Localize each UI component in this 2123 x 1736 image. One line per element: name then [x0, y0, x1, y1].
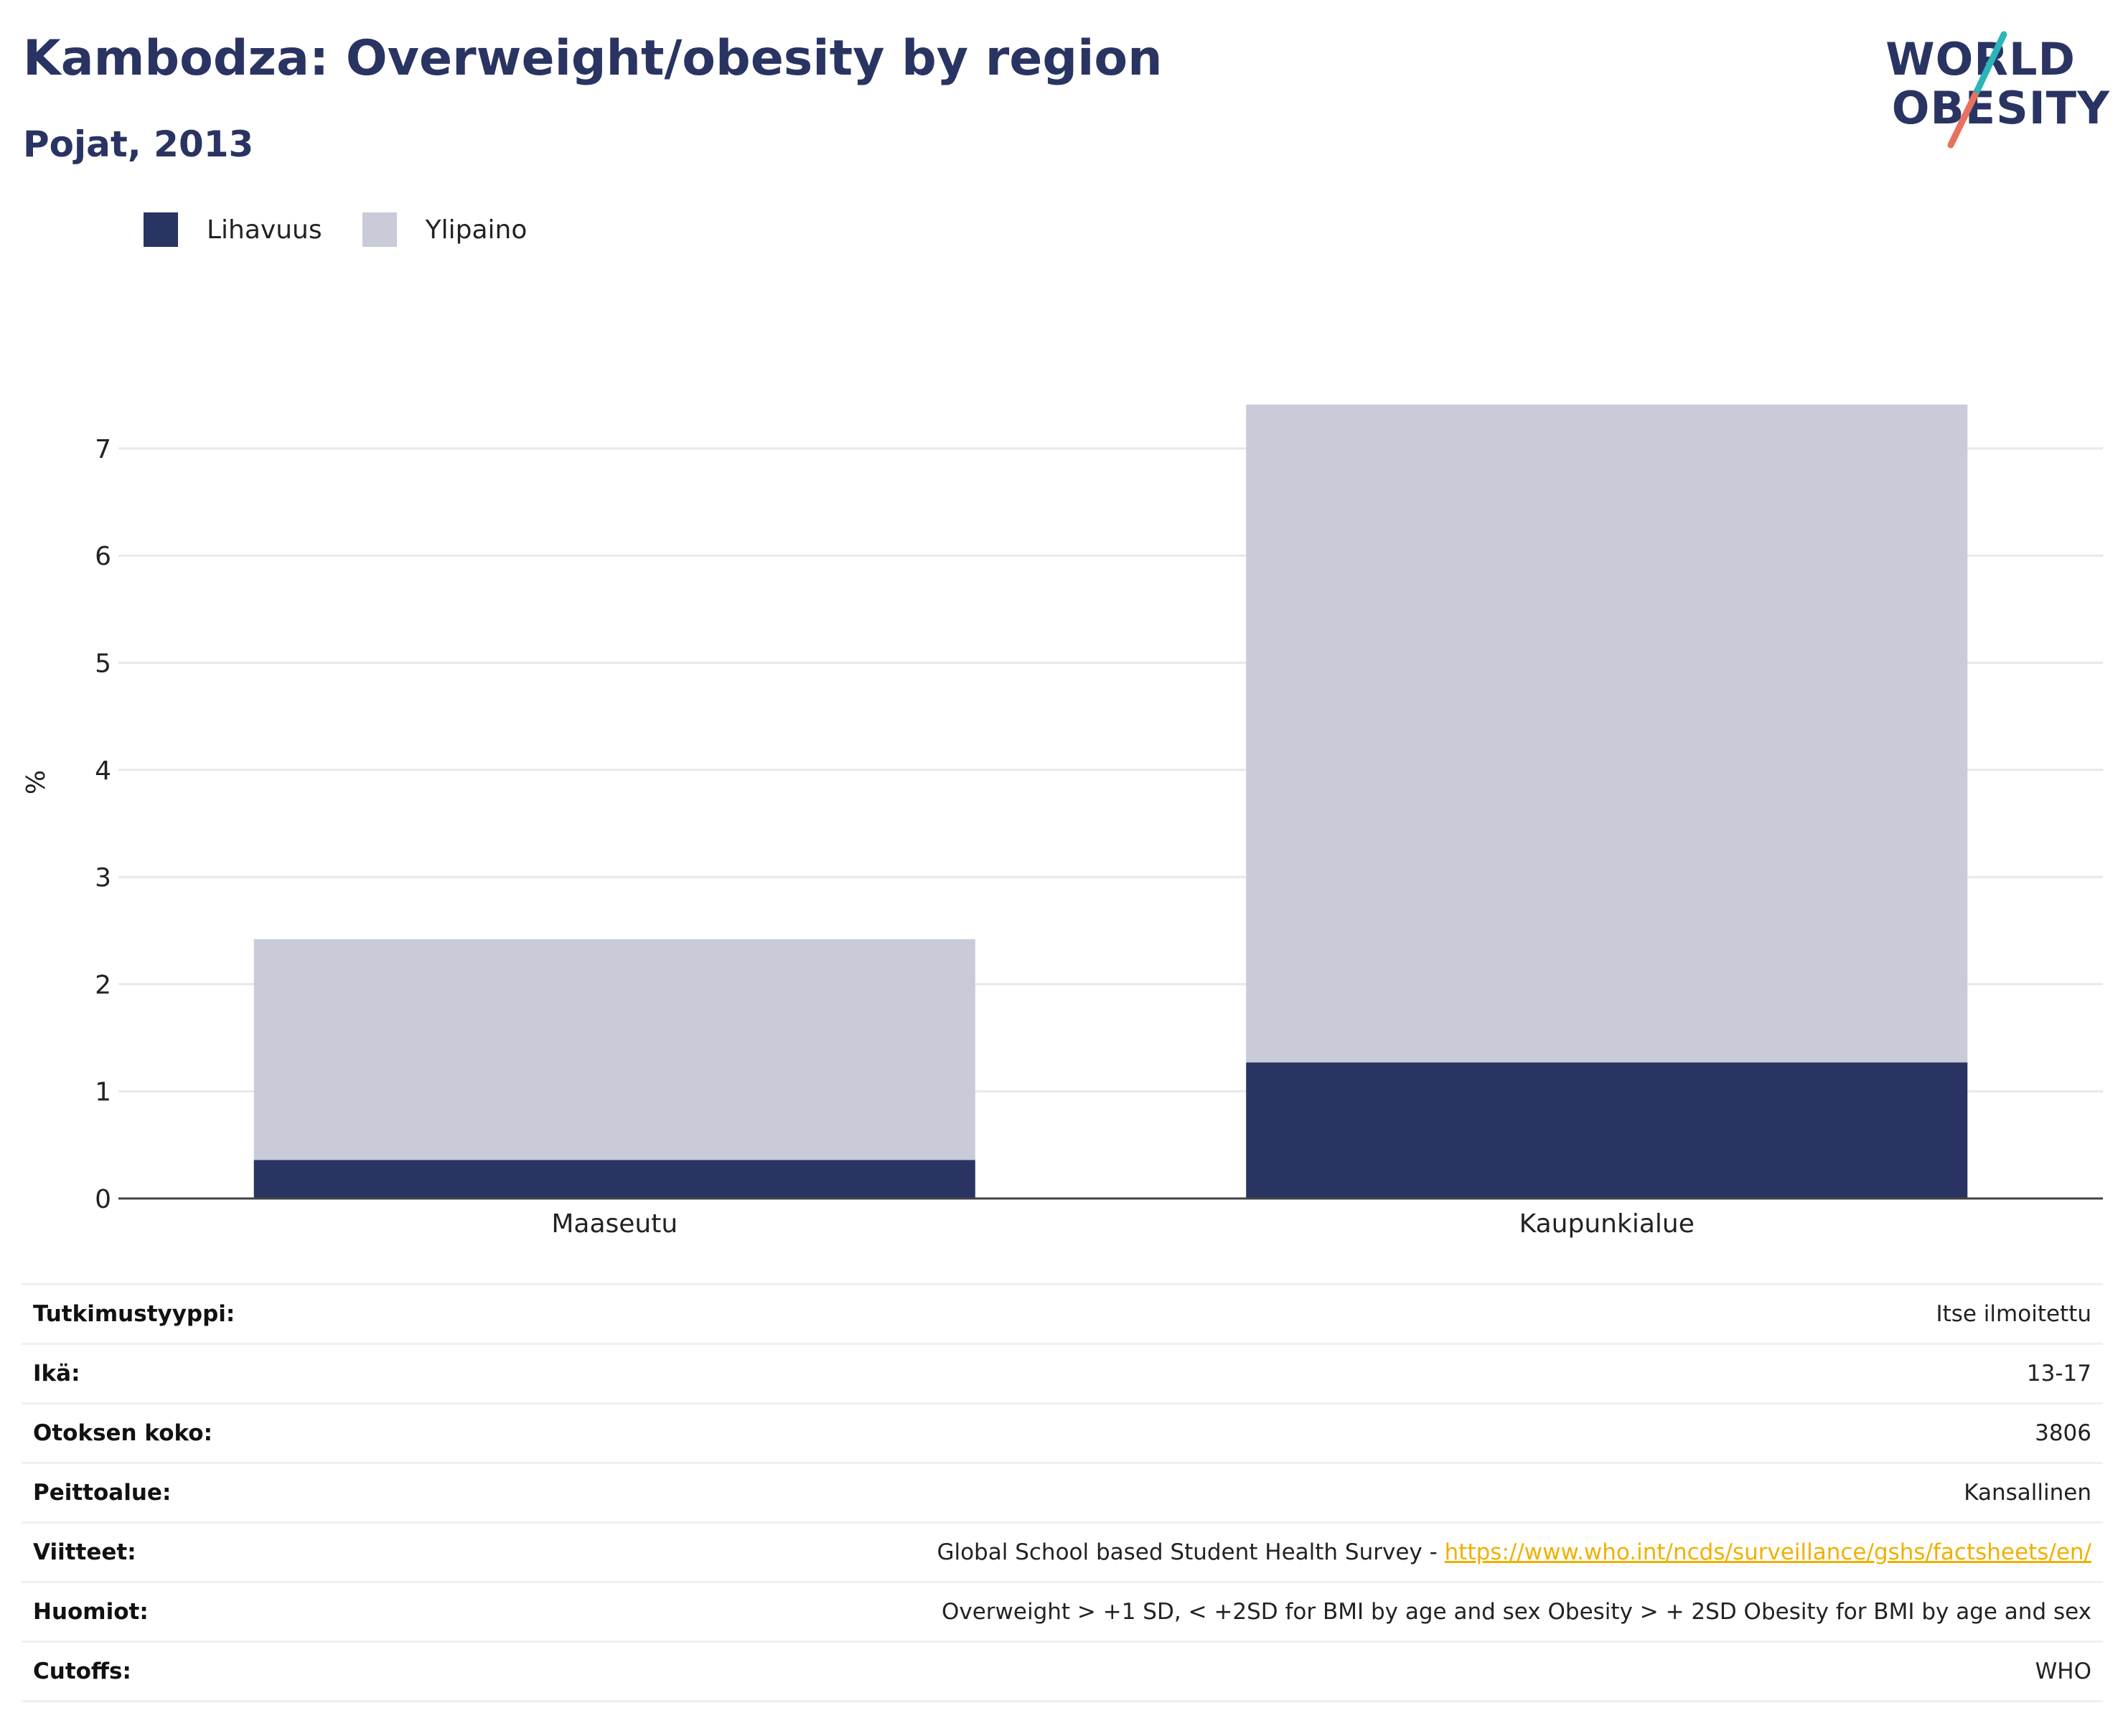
y-tick-label: 6	[95, 542, 111, 571]
y-tick-label: 5	[95, 649, 111, 679]
info-row-cutoffs: Cutoffs: WHO	[22, 1643, 2103, 1702]
info-label: Cutoffs:	[33, 1658, 131, 1684]
bar-obesity-0[interactable]	[253, 1160, 975, 1198]
bars	[253, 404, 1968, 1198]
y-axis-ticks: 0 1 2 3 4 5 6 7	[95, 435, 111, 1214]
x-tick-label: Kaupunkialue	[1519, 1209, 1695, 1239]
logo-line-2: OBESITY	[1891, 82, 2110, 134]
y-tick-label: 1	[95, 1078, 111, 1107]
info-value: Kansallinen	[1964, 1480, 2091, 1506]
info-value: 13-17	[2026, 1361, 2091, 1387]
info-row-sample-size: Otoksen koko: 3806	[22, 1404, 2103, 1464]
y-tick-label: 0	[95, 1185, 111, 1214]
chart-title: Kambodza: Overweight/obesity by region	[23, 30, 1163, 87]
bar-overweight-1[interactable]	[1246, 404, 1968, 1063]
info-value: Overweight > +1 SD, < +2SD for BMI by ag…	[941, 1599, 2091, 1625]
metadata-table: Tutkimustyyppi: Itse ilmoitettu Ikä: 13-…	[22, 1283, 2103, 1702]
y-tick-label: 4	[95, 756, 111, 786]
y-tick-label: 2	[95, 970, 111, 1000]
info-label: Otoksen koko:	[33, 1420, 212, 1446]
info-value: Global School based Student Health Surve…	[937, 1539, 2091, 1565]
bar-overweight-0[interactable]	[253, 939, 975, 1160]
chart-subtitle: Pojat, 2013	[23, 123, 254, 165]
legend-item-overweight[interactable]: Ylipaino	[362, 212, 528, 247]
y-tick-label: 3	[95, 863, 111, 893]
info-row-study-type: Tutkimustyyppi: Itse ilmoitettu	[22, 1285, 2103, 1345]
info-value: Itse ilmoitettu	[1936, 1301, 2091, 1327]
info-label: Tutkimustyyppi:	[33, 1301, 235, 1327]
x-axis-ticks: Maaseutu Kaupunkialue	[551, 1209, 1695, 1239]
legend-swatch-obesity	[144, 212, 178, 247]
world-obesity-logo: WORLD OBESITY	[1873, 22, 2110, 151]
info-label: Peittoalue:	[33, 1480, 172, 1506]
legend-label-obesity: Lihavuus	[207, 215, 322, 245]
bar-chart: 0 1 2 3 4 5 6 7 Maaseutu Kaupunkialue %	[22, 404, 2103, 1239]
legend-swatch-overweight	[362, 212, 397, 247]
legend-label-overweight: Ylipaino	[425, 215, 528, 245]
chart-legend: Lihavuus Ylipaino	[144, 212, 567, 247]
info-label: Huomiot:	[33, 1599, 149, 1625]
logo-line-1: WORLD	[1885, 33, 2076, 85]
info-row-coverage: Peittoalue: Kansallinen	[22, 1464, 2103, 1524]
y-axis-label: %	[22, 770, 51, 794]
info-row-age: Ikä: 13-17	[22, 1345, 2103, 1404]
info-value: WHO	[2035, 1658, 2091, 1684]
info-label: Viitteet:	[33, 1539, 136, 1565]
y-tick-label: 7	[95, 435, 111, 464]
info-row-notes: Huomiot: Overweight > +1 SD, < +2SD for …	[22, 1583, 2103, 1643]
info-value: 3806	[2035, 1420, 2091, 1446]
logo-slash-icon	[1947, 31, 2007, 149]
reference-text: Global School based Student Health Surve…	[937, 1539, 1445, 1565]
x-tick-label: Maaseutu	[551, 1209, 678, 1239]
reference-link[interactable]: https://www.who.int/ncds/surveillance/gs…	[1444, 1539, 2091, 1565]
legend-item-obesity[interactable]: Lihavuus	[144, 212, 322, 247]
bar-obesity-1[interactable]	[1246, 1062, 1968, 1198]
info-row-references: Viitteet: Global School based Student He…	[22, 1524, 2103, 1583]
info-label: Ikä:	[33, 1361, 80, 1387]
